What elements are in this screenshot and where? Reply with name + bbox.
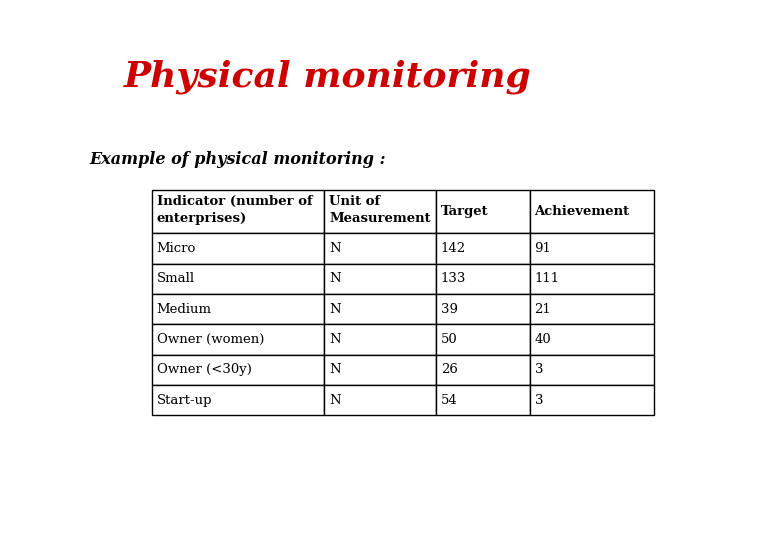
Bar <box>152 355 324 385</box>
Bar <box>324 233 436 264</box>
Text: 142: 142 <box>441 242 466 255</box>
Bar <box>530 294 654 324</box>
Bar <box>436 190 530 233</box>
Text: 3: 3 <box>534 394 543 407</box>
Text: Target: Target <box>441 205 488 218</box>
Text: Medium: Medium <box>157 302 211 315</box>
Bar <box>324 324 436 355</box>
Text: N: N <box>329 272 341 285</box>
Bar <box>324 385 436 415</box>
Bar <box>152 264 324 294</box>
Bar <box>436 385 530 415</box>
Text: 40: 40 <box>534 333 551 346</box>
Text: 50: 50 <box>441 333 458 346</box>
Text: 3: 3 <box>534 363 543 376</box>
Bar <box>530 324 654 355</box>
Text: Owner (women): Owner (women) <box>157 333 264 346</box>
Text: Achievement: Achievement <box>534 205 629 218</box>
Bar <box>324 355 436 385</box>
Text: 91: 91 <box>534 242 551 255</box>
Bar <box>152 294 324 324</box>
Bar <box>436 294 530 324</box>
Text: Indicator (number of
enterprises): Indicator (number of enterprises) <box>157 194 312 225</box>
Text: Small: Small <box>157 272 195 285</box>
Text: Example of physical monitoring :: Example of physical monitoring : <box>90 151 386 168</box>
Bar <box>324 264 436 294</box>
Text: 39: 39 <box>441 302 458 315</box>
Text: N: N <box>329 363 341 376</box>
Bar <box>436 324 530 355</box>
Bar <box>324 294 436 324</box>
Text: Owner (<30y): Owner (<30y) <box>157 363 252 376</box>
Text: Micro: Micro <box>157 242 196 255</box>
Text: Start-up: Start-up <box>157 394 212 407</box>
Bar <box>152 324 324 355</box>
Text: N: N <box>329 394 341 407</box>
Bar <box>530 385 654 415</box>
Text: 133: 133 <box>441 272 466 285</box>
Text: 111: 111 <box>534 272 560 285</box>
Text: N: N <box>329 242 341 255</box>
Bar <box>152 190 324 233</box>
Bar <box>530 233 654 264</box>
Text: N: N <box>329 302 341 315</box>
Text: 21: 21 <box>534 302 551 315</box>
Bar <box>530 190 654 233</box>
Bar <box>152 385 324 415</box>
Text: N: N <box>329 333 341 346</box>
Bar <box>436 264 530 294</box>
Text: 26: 26 <box>441 363 458 376</box>
Text: Unit of
Measurement: Unit of Measurement <box>329 194 431 225</box>
Bar <box>324 190 436 233</box>
Text: 54: 54 <box>441 394 458 407</box>
Bar <box>530 264 654 294</box>
Bar <box>436 233 530 264</box>
Bar <box>530 355 654 385</box>
Text: Physical monitoring: Physical monitoring <box>124 59 531 94</box>
Bar <box>152 233 324 264</box>
Bar <box>436 355 530 385</box>
